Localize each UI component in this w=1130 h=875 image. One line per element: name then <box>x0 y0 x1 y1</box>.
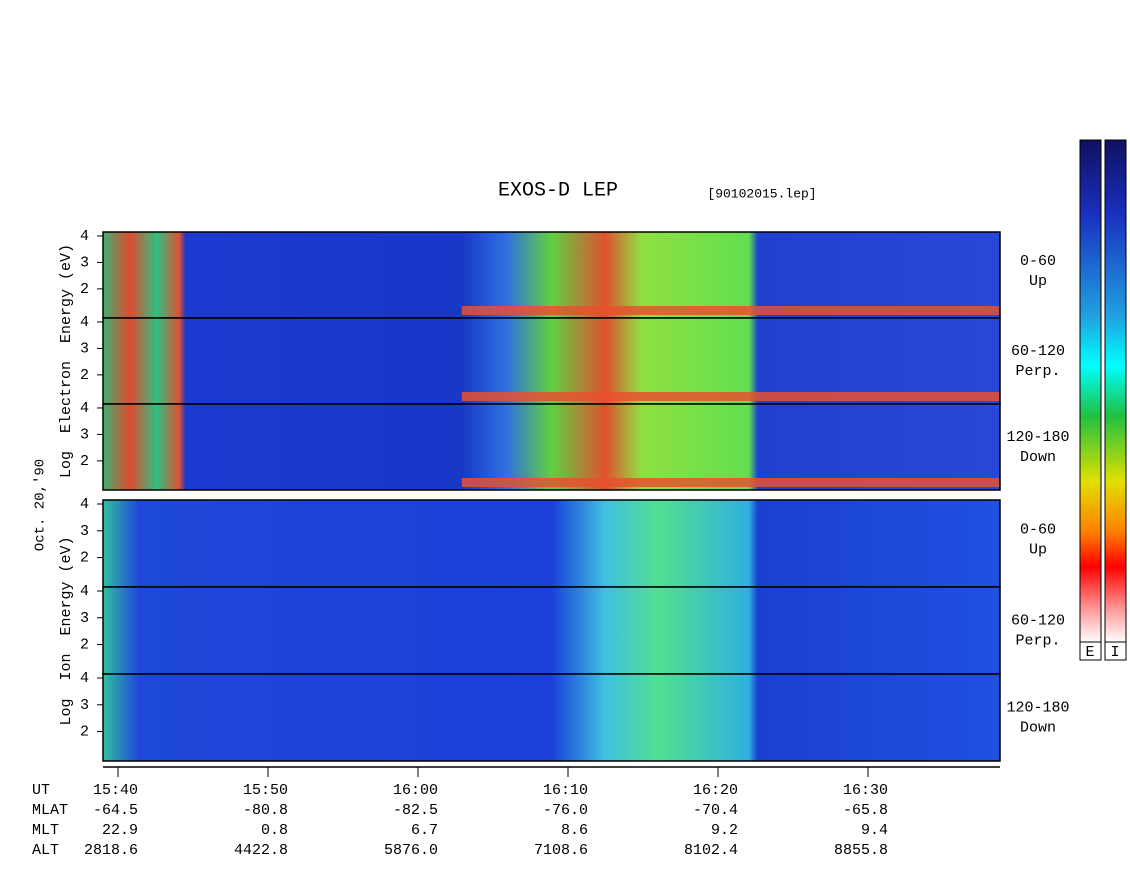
y-tick-label: 4 <box>80 496 89 513</box>
y-tick-label: 4 <box>80 400 89 417</box>
direction-label: Down <box>1020 719 1056 736</box>
direction-label: Up <box>1029 273 1047 290</box>
y-tick-label: 3 <box>80 523 89 540</box>
y-tick-label: 3 <box>80 426 89 443</box>
orbit-value: -65.8 <box>843 802 888 819</box>
spectrogram-panel <box>103 232 1000 318</box>
orbit-value: 22.9 <box>102 822 138 839</box>
orbit-value: 6.7 <box>411 822 438 839</box>
colorbar-label: I <box>1110 644 1119 661</box>
y-tick-label: 2 <box>80 281 89 298</box>
y-tick-label: 2 <box>80 637 89 654</box>
ion-axis-label: Log Ion Energy (eV) <box>58 536 75 725</box>
spectrogram-panel <box>103 500 1000 587</box>
colorbar-label: E <box>1085 644 1094 661</box>
orbit-value: -64.5 <box>93 802 138 819</box>
x-tick-label: 16:20 <box>693 782 738 799</box>
orbit-value: 9.2 <box>711 822 738 839</box>
y-tick-label: 3 <box>80 697 89 714</box>
x-tick-label: 16:10 <box>543 782 588 799</box>
spectrogram-panel <box>103 587 1000 674</box>
orbit-label: MLAT <box>32 802 68 819</box>
colorbar-label-box <box>1079 641 1102 661</box>
direction-label: Perp. <box>1015 632 1060 649</box>
y-tick-label: 2 <box>80 550 89 567</box>
colorbar <box>1104 139 1127 643</box>
orbit-value: 2818.6 <box>84 842 138 859</box>
file-name: [90102015.lep] <box>707 186 816 201</box>
y-tick-label: 3 <box>80 340 89 357</box>
spectrogram-band <box>461 392 1000 401</box>
spectrogram-band <box>461 306 1000 315</box>
date: Oct. 20,'90 <box>33 459 49 551</box>
y-tick-label: 4 <box>80 228 89 245</box>
orbit-value: 0.8 <box>261 822 288 839</box>
orbit-value: 7108.6 <box>534 842 588 859</box>
orbit-value: -80.8 <box>243 802 288 819</box>
pitch-label: 0-60 <box>1020 253 1056 270</box>
x-tick-label: 16:00 <box>393 782 438 799</box>
pitch-label: 60-120 <box>1011 343 1065 360</box>
x-tick-label: 16:30 <box>843 782 888 799</box>
orbit-label: MLT <box>32 822 59 839</box>
spectrogram-band <box>461 478 1000 487</box>
direction-label: Perp. <box>1015 363 1060 380</box>
y-tick-label: 4 <box>80 314 89 331</box>
orbit-value: 4422.8 <box>234 842 288 859</box>
orbit-value: -76.0 <box>543 802 588 819</box>
y-tick-label: 4 <box>80 583 89 600</box>
direction-label: Up <box>1029 541 1047 558</box>
y-tick-label: 3 <box>80 610 89 627</box>
orbit-value: -70.4 <box>693 802 738 819</box>
colorbar-label-box <box>1104 641 1127 661</box>
y-tick-label: 3 <box>80 254 89 271</box>
x-tick-label: 15:50 <box>243 782 288 799</box>
orbit-label: UT <box>32 782 50 799</box>
title: EXOS-D LEP <box>498 179 618 202</box>
orbit-value: -82.5 <box>393 802 438 819</box>
pitch-label: 120-180 <box>1006 429 1069 446</box>
orbit-label: ALT <box>32 842 59 859</box>
spectrogram-panel <box>103 674 1000 761</box>
panel-frame <box>102 673 1001 762</box>
pitch-label: 120-180 <box>1006 699 1069 716</box>
pitch-label: 60-120 <box>1011 612 1065 629</box>
orbit-value: 9.4 <box>861 822 888 839</box>
direction-label: Down <box>1020 449 1056 466</box>
y-tick-label: 2 <box>80 453 89 470</box>
orbit-value: 5876.0 <box>384 842 438 859</box>
orbit-value: 8102.4 <box>684 842 738 859</box>
y-tick-label: 2 <box>80 367 89 384</box>
orbit-value: 8.6 <box>561 822 588 839</box>
panel-frame <box>102 403 1001 491</box>
pitch-label: 0-60 <box>1020 521 1056 538</box>
colorbar <box>1079 139 1102 643</box>
y-tick-label: 2 <box>80 724 89 741</box>
spectrogram-panel <box>103 318 1000 404</box>
x-tick-label: 15:40 <box>93 782 138 799</box>
orbit-value: 8855.8 <box>834 842 888 859</box>
electron-axis-label: Log Electron Energy (eV) <box>58 244 75 478</box>
spectrogram-panel <box>103 404 1000 490</box>
y-tick-label: 4 <box>80 670 89 687</box>
